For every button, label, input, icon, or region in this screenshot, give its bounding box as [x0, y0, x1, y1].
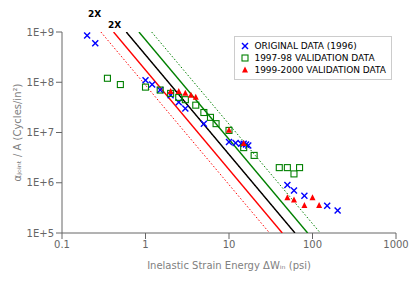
html-text:2X: 2X — [88, 9, 102, 19]
html-text:1999-2000 VALIDATION DATA: 1999-2000 VALIDATION DATA — [254, 65, 386, 75]
svg-text:1: 1 — [142, 239, 148, 250]
svg-text:1E+9: 1E+9 — [27, 27, 54, 38]
html-text:2X: 2X — [108, 20, 122, 30]
html-text:1997-98 VALIDATION DATA: 1997-98 VALIDATION DATA — [254, 53, 375, 63]
svg-text:100: 100 — [303, 239, 322, 250]
svg-text:1000: 1000 — [383, 239, 408, 250]
svg-text:1E+5: 1E+5 — [27, 228, 54, 239]
svg-text:1E+7: 1E+7 — [27, 127, 54, 138]
svg-text:10: 10 — [223, 239, 236, 250]
svg-text:0.1: 0.1 — [54, 239, 70, 250]
html-text:ORIGINAL DATA (1996): ORIGINAL DATA (1996) — [254, 41, 357, 51]
svg-text:Inelastic Strain Energy ΔWᵢₙ (: Inelastic Strain Energy ΔWᵢₙ (psi) — [147, 260, 311, 271]
svg-text:1E+8: 1E+8 — [27, 77, 54, 88]
svg-text:1E+6: 1E+6 — [27, 177, 54, 188]
svg-text:αⱼₒᵢₙₜ / A (Cycles/in²): αⱼₒᵢₙₜ / A (Cycles/in²) — [12, 84, 23, 182]
